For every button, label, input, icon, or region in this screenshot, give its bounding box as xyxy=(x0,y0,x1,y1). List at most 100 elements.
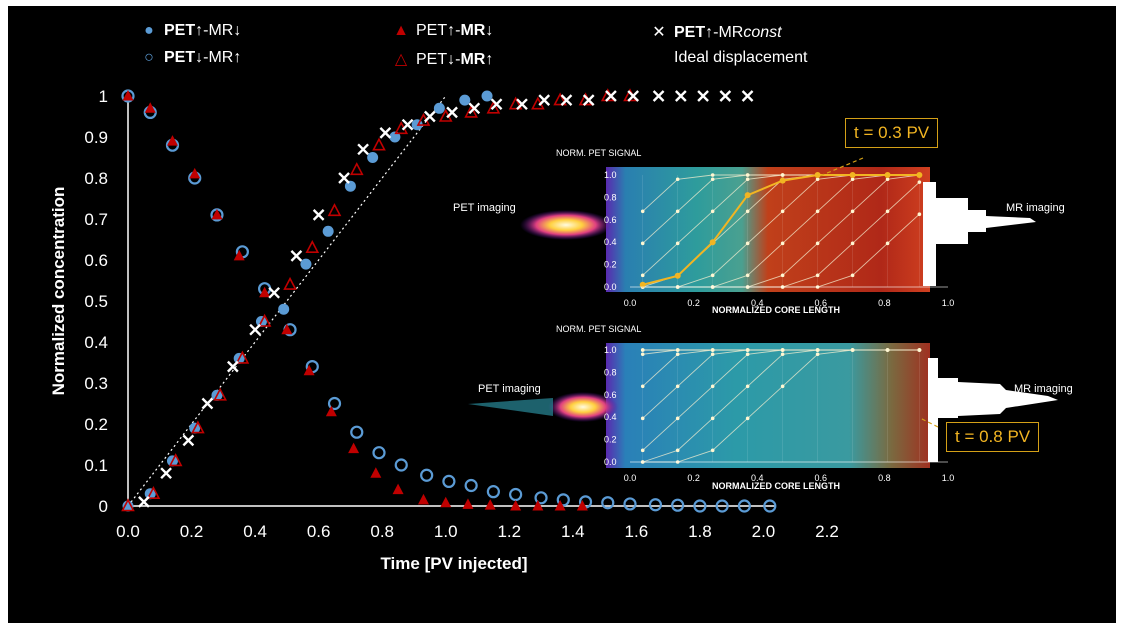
inset-profile-point xyxy=(780,348,785,352)
data-point-filled-circle xyxy=(389,131,401,143)
y-tick-label: 0.2 xyxy=(84,415,108,434)
inset-profile-point xyxy=(745,241,750,246)
data-point-cross xyxy=(446,106,458,119)
x-tick-label: 0.0 xyxy=(116,522,140,541)
data-point-filled-circle xyxy=(344,180,356,192)
series-group xyxy=(121,88,777,513)
inset-profile-point xyxy=(640,448,645,453)
data-point-cross xyxy=(468,102,481,115)
data-point-open-circle xyxy=(623,497,637,511)
y-tick-label: 1 xyxy=(99,87,108,106)
inset-top-mr-core-holder xyxy=(923,182,1036,286)
inset-profile-point xyxy=(640,209,645,214)
inset-profile-point xyxy=(675,241,680,246)
inset-bottom-pet-tail xyxy=(468,398,553,416)
inset-y-tick-label: 0.8 xyxy=(604,367,617,377)
inset-highlight-point xyxy=(884,172,891,178)
inset-profile-point xyxy=(675,209,680,214)
data-point-filled-triangle xyxy=(554,500,566,511)
data-point-cross xyxy=(268,286,281,299)
x-tick-label: 1.4 xyxy=(561,522,585,541)
data-point-open-triangle xyxy=(508,96,523,110)
data-point-open-triangle xyxy=(235,350,250,364)
data-point-filled-triangle xyxy=(189,167,201,179)
inset-profile-point xyxy=(745,348,750,352)
data-point-open-triangle xyxy=(305,239,320,253)
open-triangle-icon: △ xyxy=(394,51,408,68)
filled-triangle-icon: ▲ xyxy=(393,22,409,39)
data-point-filled-circle xyxy=(300,258,312,270)
data-point-filled-triangle xyxy=(392,483,404,495)
open-circle-icon: ○ xyxy=(144,49,154,66)
data-point-filled-circle xyxy=(122,500,134,512)
inset-x-tick-label: 0.4 xyxy=(751,298,764,308)
inset-y-tick-label: 0.6 xyxy=(604,390,617,400)
data-point-cross xyxy=(697,90,709,102)
main-chart-svg: 00.10.20.30.40.50.60.70.80.91 0.0 0.2 0.4 0… xyxy=(49,87,1058,573)
data-point-open-circle xyxy=(737,499,751,513)
inset-profile-point xyxy=(745,209,750,214)
data-point-open-triangle xyxy=(372,137,386,151)
data-point-open-triangle xyxy=(257,313,272,327)
inset-profile-point xyxy=(815,177,820,182)
figure-canvas: ● PET↑-MR↓ ○ PET↓-MR↑ ▲ PET↑-MR↓ △ PET↓-MR↑ … xyxy=(8,6,1116,623)
callout-leader-bottom xyxy=(919,417,939,428)
inset-profile-point xyxy=(640,384,645,389)
data-point-open-circle xyxy=(556,493,570,507)
x-tick-label: 0.8 xyxy=(370,522,394,541)
inset-profile-point xyxy=(710,177,715,182)
y-tick-label: 0.4 xyxy=(84,333,108,352)
inset-top-y-title: NORM. PET SIGNAL xyxy=(556,148,642,158)
y-tick-labels: 0 0.1 0.2 0.3 0.4 0.5 0.6 0.7 0.8 0.9 1 xyxy=(84,87,108,516)
data-point-cross xyxy=(290,250,303,262)
data-point-cross xyxy=(357,143,369,156)
data-point-filled-triangle xyxy=(303,364,315,376)
x-tick-label: 0.6 xyxy=(307,522,331,541)
inset-profile-point xyxy=(745,177,750,182)
inset-profile-point xyxy=(745,173,750,177)
inset-profile-point xyxy=(640,273,645,278)
data-point-filled-triangle xyxy=(417,493,429,505)
x-axis-label: Time [PV injected] xyxy=(380,554,527,573)
data-point-filled-circle xyxy=(367,152,379,163)
inset-profile-point xyxy=(815,348,820,352)
inset-profile-point xyxy=(780,241,785,246)
x-tick-label: 1.6 xyxy=(625,522,649,541)
inset-highlight-point xyxy=(779,177,786,184)
inset-bottom-plot: 0.0 0.2 0.4 0.6 0.8 1.0 0.0 0.2 0.4 0.6 0.8 1.0 xyxy=(604,345,954,483)
data-point-filled-circle xyxy=(459,94,471,106)
inset-x-tick-label: 0.2 xyxy=(687,298,700,308)
inset-profile-point xyxy=(780,273,785,278)
inset-profile-point xyxy=(710,416,715,421)
y-tick-label: 0.6 xyxy=(84,251,108,270)
inset-y-tick-label: 1.0 xyxy=(604,345,617,355)
data-point-open-triangle xyxy=(327,203,342,217)
filled-circle-icon: ● xyxy=(144,22,154,39)
inset-profile-point xyxy=(640,241,645,246)
legend-entry-ideal-displacement: Ideal displacement xyxy=(650,49,807,67)
inset-top-heatmap xyxy=(606,167,930,292)
data-point-open-circle xyxy=(715,499,729,513)
data-point-filled-triangle xyxy=(325,405,337,417)
data-point-open-circle xyxy=(394,458,408,472)
data-point-open-triangle xyxy=(486,100,501,114)
inset-top-x-title: NORMALIZED CORE LENGTH xyxy=(712,305,840,315)
inset-profile-point xyxy=(710,352,715,357)
legend-entry-pet-up-mr-const: ✕ PET↑-MRconst xyxy=(650,22,781,42)
inset-profile-point xyxy=(675,448,680,453)
data-point-open-circle xyxy=(693,499,707,513)
inset-highlight-point xyxy=(814,172,821,178)
x-tick-label: 0.4 xyxy=(243,522,267,541)
data-point-open-circle xyxy=(486,485,500,499)
data-point-cross xyxy=(560,94,573,106)
data-point-cross xyxy=(741,90,754,102)
data-point-open-circle xyxy=(442,474,456,488)
inset-top-mr-imaging-label: MR imaging xyxy=(1006,202,1065,214)
inset-x-tick-label: 0.8 xyxy=(878,473,891,483)
data-point-cross xyxy=(652,90,665,102)
inset-profile-point xyxy=(675,384,680,389)
data-point-filled-triangle xyxy=(370,467,382,478)
data-point-cross xyxy=(627,90,640,102)
x-tick-label: 2.2 xyxy=(815,522,839,541)
data-point-open-triangle xyxy=(553,92,567,106)
